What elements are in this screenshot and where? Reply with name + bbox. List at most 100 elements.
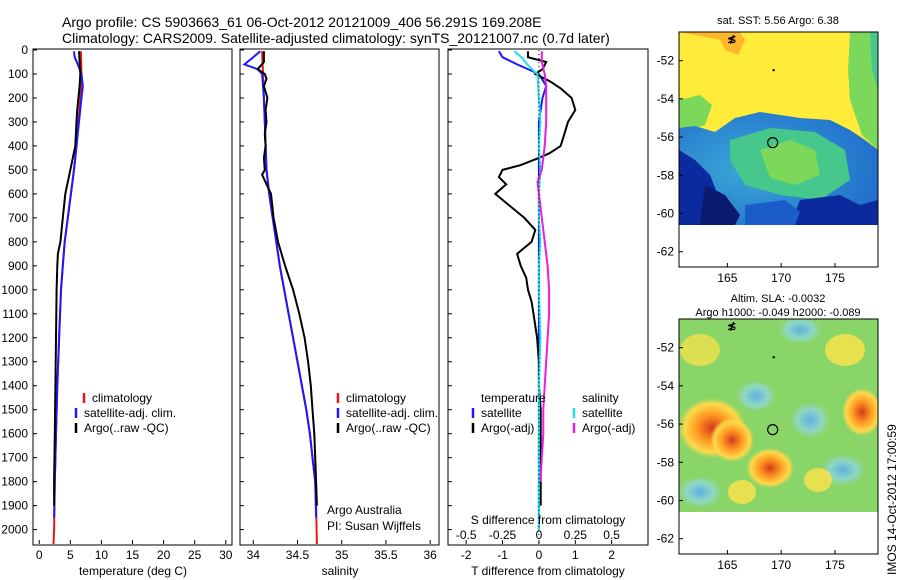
- depth-tick-label: 200: [8, 91, 28, 105]
- legend-t-argo-label: Argo(-adj): [481, 421, 534, 435]
- depth-tick-label: 800: [8, 235, 28, 249]
- legend-satellite-label: satellite-adj. clim.: [84, 406, 176, 420]
- sla-map-axes: 165 170 175 -52 -54 -56 -58 -60 -62 ≴: [657, 321, 846, 572]
- difference-series-line: [493, 51, 577, 506]
- s-tick-label: 0.5: [603, 528, 620, 542]
- x-tick-label: 20: [157, 548, 171, 562]
- legend-climatology-label: climatology: [92, 391, 152, 405]
- x-tick-label: 2: [608, 548, 615, 562]
- track-point-icon: [772, 69, 775, 72]
- depth-tick-label: 1700: [1, 451, 28, 465]
- x-tick-label: -2: [461, 548, 472, 562]
- depth-tick-label: 2000: [1, 523, 28, 537]
- map-y-tick-label: -52: [657, 54, 675, 68]
- depth-tick-label: 300: [8, 115, 28, 129]
- map-x-tick-label: 175: [825, 558, 845, 572]
- map-x-tick-label: 165: [717, 558, 737, 572]
- temperature-legend: climatology satellite-adj. clim. Argo(..…: [74, 391, 176, 435]
- sla-map-subtitle: Argo h1000: -0.049 h2000: -0.089: [695, 307, 860, 319]
- x-tick-label: 30: [219, 548, 233, 562]
- map-y-tick-label: -60: [657, 207, 675, 221]
- sst-map-frame: [678, 31, 879, 268]
- map-y-tick-label: -60: [657, 494, 675, 508]
- temperature-series-line: [53, 51, 84, 518]
- salinity-series-line: [261, 51, 318, 545]
- s-tick-label: 0.25: [564, 528, 588, 542]
- depth-tick-label: 700: [8, 211, 28, 225]
- x-tick-label: 10: [95, 548, 109, 562]
- argo-australia-label: Argo Australia: [327, 503, 402, 517]
- salinity-panel-frame: [239, 48, 440, 546]
- depth-tick-label: 1400: [1, 379, 28, 393]
- legend-t-satellite-label: satellite: [481, 406, 522, 420]
- difference-panel-frame: [447, 48, 649, 546]
- difference-legend: temperature satellite Argo(-adj) salinit…: [471, 391, 635, 435]
- legend-s-argo-label: Argo(-adj): [582, 421, 635, 435]
- temperature-xlabel: temperature (deg C): [79, 564, 187, 578]
- map-x-tick-label: 170: [771, 558, 791, 572]
- legend-salinity-title: salinity: [582, 391, 619, 405]
- x-tick-label: 0: [536, 548, 543, 562]
- depth-tick-label: 100: [8, 67, 28, 81]
- depth-tick-label: 600: [8, 187, 28, 201]
- salinity-plot: 34 34.5 35 35.5 36: [242, 50, 437, 562]
- depth-tick-label: 1000: [1, 283, 28, 297]
- x-tick-label: 34: [247, 548, 261, 562]
- pi-label: PI: Susan Wijffels: [327, 519, 421, 533]
- sst-map-title: sat. SST: 5.56 Argo: 6.38: [717, 15, 839, 27]
- track-start-icon: ≴: [727, 321, 736, 333]
- map-y-tick-label: -54: [657, 92, 675, 106]
- x-tick-label: 0: [36, 548, 43, 562]
- depth-tick-label: 1300: [1, 355, 28, 369]
- depth-tick-label: 0: [21, 43, 28, 57]
- depth-axis: 0 100 200 300 400 500 600 700 800 900 1000 1100 1200…: [1, 43, 452, 537]
- temperature-plot: 0 5 10 15 20 25 30: [36, 51, 233, 562]
- track-point-icon: [772, 356, 775, 359]
- salinity-series-line: [256, 51, 318, 506]
- x-tick-label: 35.5: [374, 548, 398, 562]
- x-tick-label: 15: [126, 548, 140, 562]
- s-tick-label: -0.25: [489, 528, 517, 542]
- map-y-tick-label: -62: [657, 245, 675, 259]
- legend-satellite-label: satellite-adj. clim.: [346, 406, 438, 420]
- sla-map-image: [679, 319, 878, 512]
- legend-argo-label: Argo(..raw -QC): [84, 421, 169, 435]
- x-tick-label: 34.5: [286, 548, 310, 562]
- t-diff-xlabel: T difference from climatology: [471, 564, 625, 578]
- depth-tick-label: 500: [8, 163, 28, 177]
- temperature-series-line: [53, 51, 82, 506]
- title-line-1: Argo profile: CS 5903663_61 06-Oct-2012 …: [62, 14, 542, 30]
- salinity-legend: climatology satellite-adj. clim. Argo(..…: [327, 391, 438, 533]
- map-y-tick-label: -56: [657, 130, 675, 144]
- sla-map-frame: [678, 318, 879, 555]
- depth-tick-label: 1100: [2, 307, 28, 321]
- depth-tick-label: 1500: [1, 403, 28, 417]
- legend-climatology-label: climatology: [346, 391, 406, 405]
- temperature-panel-frame: [32, 48, 233, 546]
- map-y-tick-label: -58: [657, 168, 675, 182]
- s-tick-label: -0.5: [456, 528, 477, 542]
- map-y-tick-label: -54: [657, 379, 675, 393]
- map-x-tick-label: 175: [825, 271, 845, 285]
- x-tick-label: 25: [188, 548, 202, 562]
- sst-map-image: [679, 32, 878, 225]
- map-x-tick-label: 165: [717, 271, 737, 285]
- depth-tick-label: 1200: [1, 331, 28, 345]
- depth-tick-label: 1600: [1, 427, 28, 441]
- track-start-icon: ≴: [727, 34, 736, 46]
- legend-argo-label: Argo(..raw -QC): [346, 421, 431, 435]
- salinity-xlabel: salinity: [322, 564, 359, 578]
- map-x-tick-label: 170: [771, 271, 791, 285]
- title-line-2: Climatology: CARS2009. Satellite-adjuste…: [62, 30, 610, 46]
- float-position-marker: [767, 137, 779, 149]
- map-y-tick-label: -58: [657, 455, 675, 469]
- x-tick-label: -1: [497, 548, 508, 562]
- depth-tick-label: 400: [8, 139, 28, 153]
- float-position-marker: [767, 424, 779, 436]
- salinity-series-line: [242, 50, 318, 518]
- depth-tick-label: 900: [8, 259, 28, 273]
- depth-tick-label: 1800: [1, 475, 28, 489]
- map-y-tick-label: -52: [657, 341, 675, 355]
